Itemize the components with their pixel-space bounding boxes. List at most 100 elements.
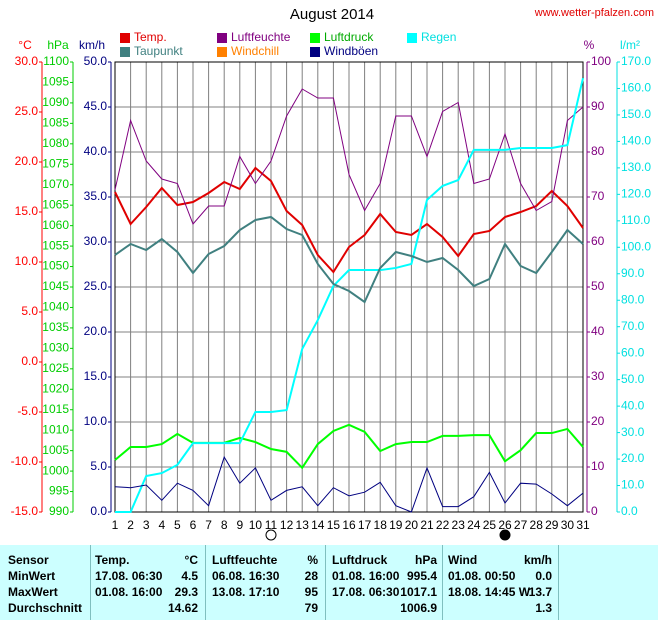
x-tick-label: 3 (143, 518, 150, 532)
table-rule (90, 545, 91, 620)
x-tick-label: 13 (296, 518, 310, 532)
legend-swatch (120, 47, 130, 57)
tick-label: 45.0 (84, 99, 108, 113)
x-tick-label: 22 (436, 518, 450, 532)
tick-label: 1050 (42, 259, 69, 273)
legend-label: Luftfeuchte (231, 30, 291, 44)
x-tick-label: 25 (483, 518, 497, 532)
tick-label: 50 (591, 279, 605, 293)
tick-label: 1095 (42, 75, 69, 89)
tick-label: 30 (591, 369, 605, 383)
table-cell: 13.7 (528, 585, 552, 599)
tick-label: 20.0 (84, 324, 108, 338)
table-rule (325, 545, 326, 620)
series-line (114, 88, 584, 225)
x-tick-label: 21 (420, 518, 434, 532)
tick-label: 30.0 (15, 54, 39, 68)
table-cell: 0.0 (535, 569, 552, 583)
tick-label: 20 (591, 414, 605, 428)
tick-label: 0.0 (621, 504, 638, 518)
tick-label: 140.0 (621, 134, 651, 148)
table-cell: 17.08. 06:30 (95, 569, 163, 583)
series-line (114, 455, 584, 513)
tick-label: 1030 (42, 341, 69, 355)
table-cell: 95 (304, 585, 318, 599)
table-cell: % (307, 553, 318, 567)
tick-label: 5.0 (90, 459, 107, 473)
table-cell: Sensor (8, 553, 49, 567)
tick-label: 15.0 (15, 204, 39, 218)
tick-label: 120.0 (621, 187, 651, 201)
legend-label: Windböen (324, 44, 378, 58)
x-tick-label: 11 (265, 518, 278, 532)
tick-label: 60.0 (621, 345, 645, 359)
tick-label: 15.0 (84, 369, 108, 383)
x-tick-label: 8 (221, 518, 228, 532)
table-cell: Wind (448, 553, 478, 567)
chart-title: August 2014 (290, 6, 374, 23)
series-line (114, 166, 584, 274)
table-cell: Temp. (95, 553, 130, 567)
tick-label: 40.0 (621, 398, 645, 412)
x-tick-label: 29 (545, 518, 559, 532)
table-cell: km/h (523, 553, 552, 567)
tick-label: 995 (49, 484, 69, 498)
tick-label: 990 (49, 504, 69, 518)
legend-swatch (217, 47, 227, 57)
x-tick-label: 10 (249, 518, 263, 532)
table-cell: Luftfeuchte (212, 553, 278, 567)
table-cell: 14.62 (167, 601, 198, 615)
legend-label: Regen (421, 30, 456, 44)
tick-label: 1000 (42, 463, 69, 477)
tick-label: 40 (591, 324, 605, 338)
tick-label: 100.0 (621, 239, 651, 253)
tick-label: 1060 (42, 218, 69, 232)
legend-swatch (120, 33, 130, 43)
tick-label: 25.0 (84, 279, 108, 293)
legend-swatch (217, 33, 227, 43)
tick-label: 40.0 (84, 144, 108, 158)
table-cell: 13.08. 17:10 (212, 585, 280, 599)
table-cell: 06.08. 16:30 (212, 569, 280, 583)
axis-unit: % (584, 38, 595, 52)
tick-label: 25.0 (15, 104, 39, 118)
table-cell: Luftdruck (332, 553, 388, 567)
tick-label: 1055 (42, 238, 69, 252)
legend-label: Windchill (231, 44, 279, 58)
table-cell: 01.08. 16:00 (95, 585, 163, 599)
axis-unit: l/m² (620, 38, 640, 52)
x-tick-label: 20 (405, 518, 419, 532)
axis-unit: hPa (47, 38, 69, 52)
x-tick-label: 30 (561, 518, 575, 532)
series-line (114, 215, 584, 304)
x-tick-label: 5 (174, 518, 181, 532)
table-cell: 1006.9 (400, 601, 437, 615)
moon-full (265, 529, 277, 541)
source: www.wetter-pfalzen.com (534, 7, 654, 19)
plot-frame (114, 61, 584, 513)
x-tick-label: 14 (311, 518, 325, 532)
x-tick-label: 16 (342, 518, 356, 532)
table-cell: Durchschnitt (8, 601, 83, 615)
tick-label: 170.0 (621, 54, 651, 68)
tick-label: 5.0 (21, 304, 38, 318)
table-cell: 28 (304, 569, 318, 583)
tick-label: 80.0 (621, 292, 645, 306)
tick-label: 80 (591, 144, 605, 158)
x-tick-label: 12 (280, 518, 294, 532)
tick-label: -5.0 (17, 404, 38, 418)
legend-swatch (310, 47, 320, 57)
tick-label: 10.0 (84, 414, 108, 428)
tick-label: 60 (591, 234, 605, 248)
x-tick-label: 17 (358, 518, 372, 532)
table-cell: °C (184, 553, 198, 567)
tick-label: 20.0 (15, 154, 39, 168)
table-rule (442, 545, 443, 620)
legend-label: Temp. (134, 30, 167, 44)
tick-label: 0.0 (21, 354, 38, 368)
tick-label: 35.0 (84, 189, 108, 203)
table-cell: 79 (304, 601, 318, 615)
tick-label: 30.0 (84, 234, 108, 248)
tick-label: 1070 (42, 177, 69, 191)
